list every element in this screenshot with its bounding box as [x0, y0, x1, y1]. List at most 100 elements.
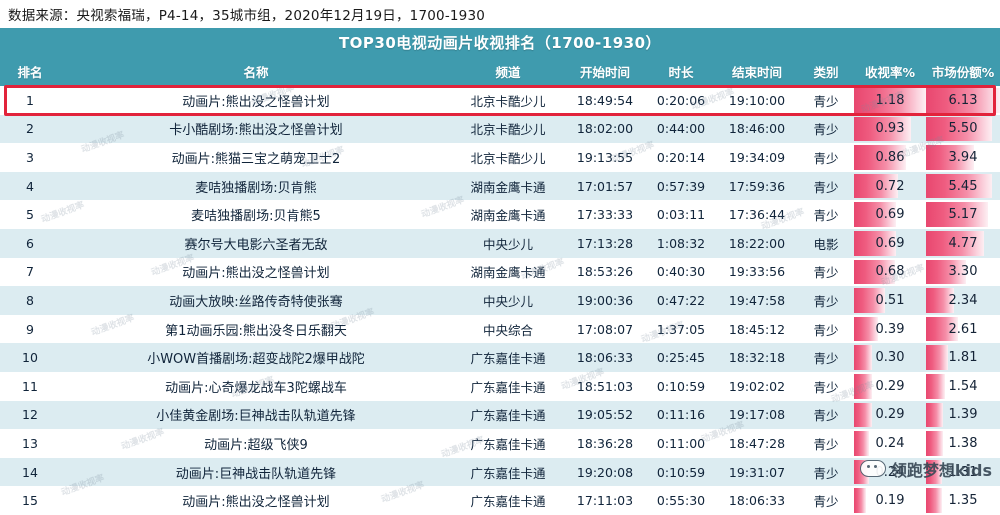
brand-logo-label: 领跑梦想kids [890, 461, 992, 480]
cell-name: 动画片:熊猫三宝之萌宠卫士2 [60, 143, 452, 172]
col-header-start[interactable]: 开始时间 [579, 64, 630, 80]
table-row[interactable]: 1 动画片:熊出没之怪兽计划 北京卡酷少儿 18:49:54 0:20:06 19:10:… [0, 86, 1000, 115]
cell-share: 4.77 [926, 228, 1000, 258]
table-row[interactable]: 9 第1动画乐园:熊出没冬日乐翻天 中央综合 17:08:07 1:37:05 18:45… [0, 314, 1000, 344]
col-header-category[interactable]: 类别 [813, 64, 839, 80]
cell-rating-value: 0.29 [875, 407, 905, 423]
cell-channel: 广东嘉佳卡通 [452, 429, 564, 458]
cell-duration: 0:10:59 [646, 371, 716, 401]
table-row[interactable]: 5 麦咭独播剧场:贝肯熊5 湖南金鹰卡通 17:33:33 0:03:11 17:36:4… [0, 200, 1000, 229]
cell-rating-bar [854, 288, 886, 313]
cell-rating-value: 0.51 [875, 292, 905, 308]
cell-name: 动画片:心奇爆龙战车3陀螺战车 [60, 371, 452, 401]
cell-end-time: 17:59:36 [716, 171, 798, 201]
cell-share: 5.50 [926, 114, 1000, 144]
cell-rank: 3 [0, 143, 60, 172]
cell-share-bar [926, 145, 974, 170]
table-row[interactable]: 13 动画片:超级飞侠9 广东嘉佳卡通 18:36:28 0:11:00 18:47:28… [0, 429, 1000, 458]
cell-share-bar [926, 288, 955, 313]
cell-rating: 0.51 [854, 286, 926, 315]
cell-share-bar [926, 316, 958, 342]
cell-channel: 广东嘉佳卡通 [452, 457, 564, 487]
cell-share: 1.35 [926, 486, 1000, 515]
table-row[interactable]: 15 动画片:熊出没之怪兽计划 广东嘉佳卡通 17:11:03 0:55:30 18:06… [0, 486, 1000, 515]
cell-start-time: 17:11:03 [564, 486, 646, 515]
page-title: TOP30电视动画片收视排名（1700-1930） [338, 33, 662, 52]
col-header-duration[interactable]: 时长 [668, 64, 694, 80]
cell-rank: 9 [0, 314, 60, 344]
cell-rank: 12 [0, 400, 60, 430]
cell-rating-bar [854, 145, 907, 170]
table-row[interactable]: 11 动画片:心奇爆龙战车3陀螺战车 广东嘉佳卡通 18:51:03 0:10:59 19… [0, 371, 1000, 401]
cell-category: 青少 [798, 286, 854, 315]
cell-share: 2.34 [926, 286, 1000, 315]
cell-duration: 0:10:59 [646, 457, 716, 487]
brand-logo: 领跑梦想kids [859, 457, 992, 481]
cell-rating-value: 0.69 [875, 235, 905, 251]
cell-duration: 0:20:06 [646, 86, 716, 115]
table-row[interactable]: 12 小佳黄金剧场:巨神战击队轨道先锋 广东嘉佳卡通 19:05:52 0:11:16 1… [0, 400, 1000, 430]
table-body: 1 动画片:熊出没之怪兽计划 北京卡酷少儿 18:49:54 0:20:06 19:10:… [0, 86, 1000, 515]
cell-name: 小佳黄金剧场:巨神战击队轨道先锋 [60, 400, 452, 430]
cell-end-time: 18:45:12 [716, 314, 798, 344]
data-source-bar: 数据来源：央视索福瑞，P4-14，35城市组，2020年12月19日，1700-… [0, 0, 1000, 28]
cell-category: 青少 [798, 400, 854, 430]
cell-share-bar [926, 431, 943, 456]
cell-rating-bar [854, 88, 926, 113]
cell-end-time: 19:47:58 [716, 286, 798, 315]
cell-duration: 0:03:11 [646, 200, 716, 229]
table-row[interactable]: 6 赛尔号大电影六圣者无敌 中央少儿 17:13:28 1:08:32 18:22:00 电… [0, 228, 1000, 258]
cell-rating: 0.30 [854, 343, 926, 372]
cell-share-bar [926, 459, 942, 485]
cell-end-time: 19:17:08 [716, 400, 798, 430]
table-row[interactable]: 4 麦咭独播剧场:贝肯熊 湖南金鹰卡通 17:01:57 0:57:39 17:59:36… [0, 171, 1000, 201]
cell-rank: 14 [0, 457, 60, 487]
cell-rating-bar [854, 431, 869, 456]
cell-name: 动画片:熊出没之怪兽计划 [60, 257, 452, 287]
cell-share-value: 1.38 [948, 435, 978, 451]
table-row[interactable]: 14 动画片:巨神战击队轨道先锋 广东嘉佳卡通 19:20:08 0:10:59 19:3… [0, 457, 1000, 487]
cell-duration: 0:20:14 [646, 143, 716, 172]
cell-share-value: 3.30 [948, 264, 978, 280]
cell-rank: 7 [0, 257, 60, 287]
col-header-share[interactable]: 市场份额% [931, 64, 995, 80]
cell-rating: 0.72 [854, 171, 926, 201]
table-row[interactable]: 2 卡小酷剧场:熊出没之怪兽计划 北京卡酷少儿 18:02:00 0:44:00 18:4… [0, 114, 1000, 144]
cell-rating-bar [854, 402, 872, 428]
cell-share-value: 1.39 [948, 407, 978, 423]
cell-share: 1.38 [926, 429, 1000, 458]
cell-share-bar [926, 230, 984, 256]
cell-rank: 6 [0, 228, 60, 258]
cell-end-time: 18:46:00 [716, 114, 798, 144]
cell-duration: 0:47:22 [646, 286, 716, 315]
col-header-name[interactable]: 名称 [243, 64, 269, 80]
cell-rating-value: 0.30 [875, 350, 905, 366]
table-row[interactable]: 7 动画片:熊出没之怪兽计划 湖南金鹰卡通 18:53:26 0:40:30 19:33:… [0, 257, 1000, 287]
table-row[interactable]: 3 动画片:熊猫三宝之萌宠卫士2 北京卡酷少儿 19:13:55 0:20:14 19:3… [0, 143, 1000, 172]
cell-channel: 湖南金鹰卡通 [452, 257, 564, 287]
col-header-end[interactable]: 结束时间 [731, 64, 782, 80]
cell-share: 6.13 [926, 86, 1000, 115]
cell-channel: 广东嘉佳卡通 [452, 486, 564, 515]
col-header-channel[interactable]: 频道 [495, 64, 521, 80]
col-header-rank[interactable]: 排名 [17, 64, 43, 80]
col-header-rating[interactable]: 收视率% [864, 64, 916, 80]
cell-rating: 0.19 [854, 486, 926, 515]
cell-rating-bar [854, 373, 872, 399]
cell-rating-value: 0.68 [875, 264, 905, 280]
table-row[interactable]: 8 动画大放映:丝路传奇特使张骞 中央少儿 19:00:36 0:47:22 19:47:… [0, 286, 1000, 315]
cell-channel: 广东嘉佳卡通 [452, 371, 564, 401]
cell-start-time: 18:51:03 [564, 371, 646, 401]
table-row[interactable]: 10 小WOW首播剧场:超变战陀2爆甲战陀 广东嘉佳卡通 18:06:33 0:25:4… [0, 343, 1000, 372]
table-header-row: 排名 名称 频道 开始时间 时长 结束时间 类别 收视率% 市场份额% [0, 56, 1000, 86]
cell-duration: 0:40:30 [646, 257, 716, 287]
cell-rating-value: 0.72 [875, 178, 905, 194]
cell-share-bar [926, 88, 1000, 113]
cell-share-value: 1.35 [948, 493, 978, 509]
cell-rating-bar [854, 116, 911, 142]
cell-duration: 0:44:00 [646, 114, 716, 144]
cell-category: 电影 [798, 228, 854, 258]
cell-start-time: 17:01:57 [564, 171, 646, 201]
cell-name: 麦咭独播剧场:贝肯熊 [60, 171, 452, 201]
cell-name: 动画大放映:丝路传奇特使张骞 [60, 286, 452, 315]
